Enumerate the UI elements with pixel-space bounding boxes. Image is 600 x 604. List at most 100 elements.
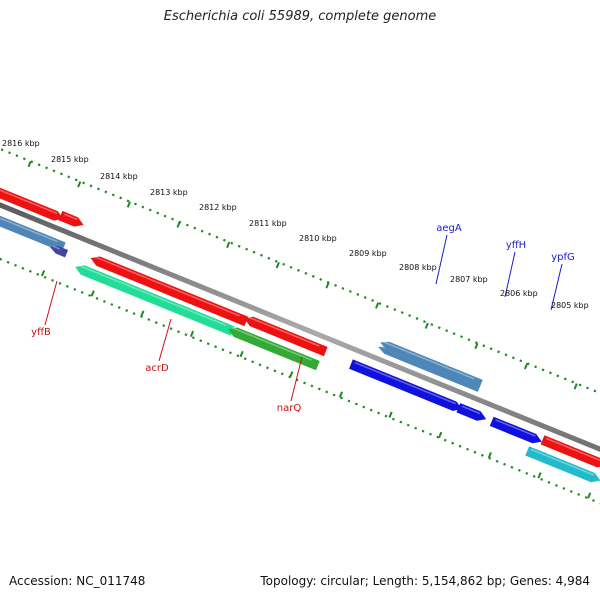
outer-ruler-dot — [549, 372, 551, 373]
inner-ruler-dot — [96, 298, 98, 299]
outer-ruler-dot — [223, 240, 225, 241]
outer-ruler-dot — [431, 324, 433, 325]
inner-ruler-dot — [59, 283, 61, 284]
inner-ruler-dot — [555, 485, 557, 486]
outer-ruler-dot — [134, 204, 136, 205]
inner-ruler-dot — [44, 277, 46, 278]
inner-ruler-dot — [363, 407, 365, 408]
inner-ruler-tick — [439, 432, 441, 438]
outer-ruler-dot — [231, 243, 233, 244]
outer-ruler-dot — [379, 303, 381, 304]
inner-ruler — [0, 210, 600, 559]
ruler-label-2815: 2815 kbp — [51, 155, 89, 164]
outer-ruler-dot — [112, 195, 114, 196]
inner-ruler-dot — [355, 404, 357, 405]
ruler-label-2812: 2812 kbp — [199, 203, 237, 212]
outer-ruler-tick — [525, 363, 527, 369]
inner-ruler-dot — [222, 349, 224, 350]
outer-ruler-dot — [594, 391, 596, 392]
inner-ruler-dot — [170, 328, 172, 329]
inner-ruler-dot — [407, 425, 409, 426]
inner-ruler-dot — [415, 428, 417, 429]
gene-label-yffB: yffB — [31, 327, 51, 338]
inner-ruler-dot — [89, 295, 91, 296]
inner-ruler-dot — [52, 280, 54, 281]
ruler-label-2807: 2807 kbp — [450, 275, 488, 284]
inner-ruler-dot — [548, 482, 550, 483]
ruler-label-2816: 2816 kbp — [2, 139, 40, 148]
inner-ruler-dot — [444, 440, 446, 441]
outer-ruler-dot — [572, 381, 574, 382]
inner-ruler-tick — [538, 473, 540, 479]
inner-ruler-dot — [29, 271, 31, 272]
inner-ruler-dot — [252, 361, 254, 362]
outer-ruler-dot — [68, 176, 70, 177]
outer-ruler-dot — [297, 270, 299, 271]
outer-ruler-dot — [401, 312, 403, 313]
inner-ruler-dot — [481, 455, 483, 456]
inner-ruler-dot — [81, 292, 83, 293]
inner-ruler-dot — [429, 434, 431, 435]
inner-ruler-dot — [118, 307, 120, 308]
outer-ruler-dot — [186, 225, 188, 226]
ruler-label-2814: 2814 kbp — [100, 172, 138, 181]
inner-ruler-dot — [274, 370, 276, 371]
inner-ruler-dot — [303, 382, 305, 383]
inner-ruler-dot — [0, 259, 2, 260]
outer-ruler-tick — [177, 222, 179, 228]
inner-ruler-dot — [578, 494, 580, 495]
outer-ruler-tick — [78, 182, 80, 188]
ruler-label-2805: 2805 kbp — [551, 301, 589, 310]
inner-ruler-dot — [563, 488, 565, 489]
inner-ruler-dot — [155, 322, 157, 323]
inner-ruler-dot — [178, 331, 180, 332]
inner-ruler-dot — [103, 301, 105, 302]
outer-ruler-dot — [216, 237, 218, 238]
inner-ruler-dot — [533, 476, 535, 477]
gene-arrow-aegA-highlight — [383, 341, 474, 379]
inner-ruler-dot — [466, 449, 468, 450]
outer-ruler-dot — [557, 375, 559, 376]
outer-ruler-tick — [475, 343, 477, 349]
outer-ruler-dot — [127, 201, 129, 202]
inner-ruler-dot — [237, 355, 239, 356]
outer-ruler-tick — [326, 283, 328, 289]
inner-ruler-dot — [37, 274, 39, 275]
gene-arrow-6 — [457, 403, 487, 421]
topology-summary: Topology: circular; Length: 5,154,862 bp… — [260, 574, 590, 588]
outer-ruler-dot — [97, 188, 99, 189]
inner-ruler-dot — [163, 325, 165, 326]
outer-ruler-dot — [157, 213, 159, 214]
inner-ruler-dot — [14, 265, 16, 266]
inner-ruler-dot — [378, 413, 380, 414]
outer-ruler-dot — [498, 351, 500, 352]
map-title: Escherichia coli 55989, complete genome — [0, 9, 600, 24]
inner-ruler-dot — [74, 289, 76, 290]
outer-ruler-dot — [335, 285, 337, 286]
inner-ruler-dot — [341, 398, 343, 399]
outer-ruler-dot — [38, 164, 40, 165]
inner-ruler-dot — [385, 416, 387, 417]
gene-arrow-1 — [0, 183, 63, 221]
outer-ruler-dot — [8, 152, 10, 153]
inner-ruler-tick — [92, 291, 94, 297]
outer-ruler-dot — [512, 357, 514, 358]
inner-ruler-dot — [333, 395, 335, 396]
outer-ruler-dot — [246, 249, 248, 250]
inner-ruler-tick — [141, 311, 143, 317]
outer-ruler-dot — [446, 330, 448, 331]
outer-ruler-dot — [416, 318, 418, 319]
outer-ruler-tick — [376, 303, 378, 309]
outer-ruler-dot — [105, 192, 107, 193]
inner-ruler-dot — [126, 310, 128, 311]
inner-ruler-dot — [311, 386, 313, 387]
outer-ruler-tick — [575, 384, 577, 390]
inner-ruler-dot — [259, 364, 261, 365]
outer-ruler-dot — [320, 279, 322, 280]
outer-ruler-dot — [468, 339, 470, 340]
outer-ruler-tick — [227, 242, 229, 248]
ruler-label-2806: 2806 kbp — [500, 289, 538, 298]
inner-ruler-tick — [290, 372, 292, 378]
outer-ruler-dot — [586, 388, 588, 389]
outer-ruler-dot — [305, 273, 307, 274]
